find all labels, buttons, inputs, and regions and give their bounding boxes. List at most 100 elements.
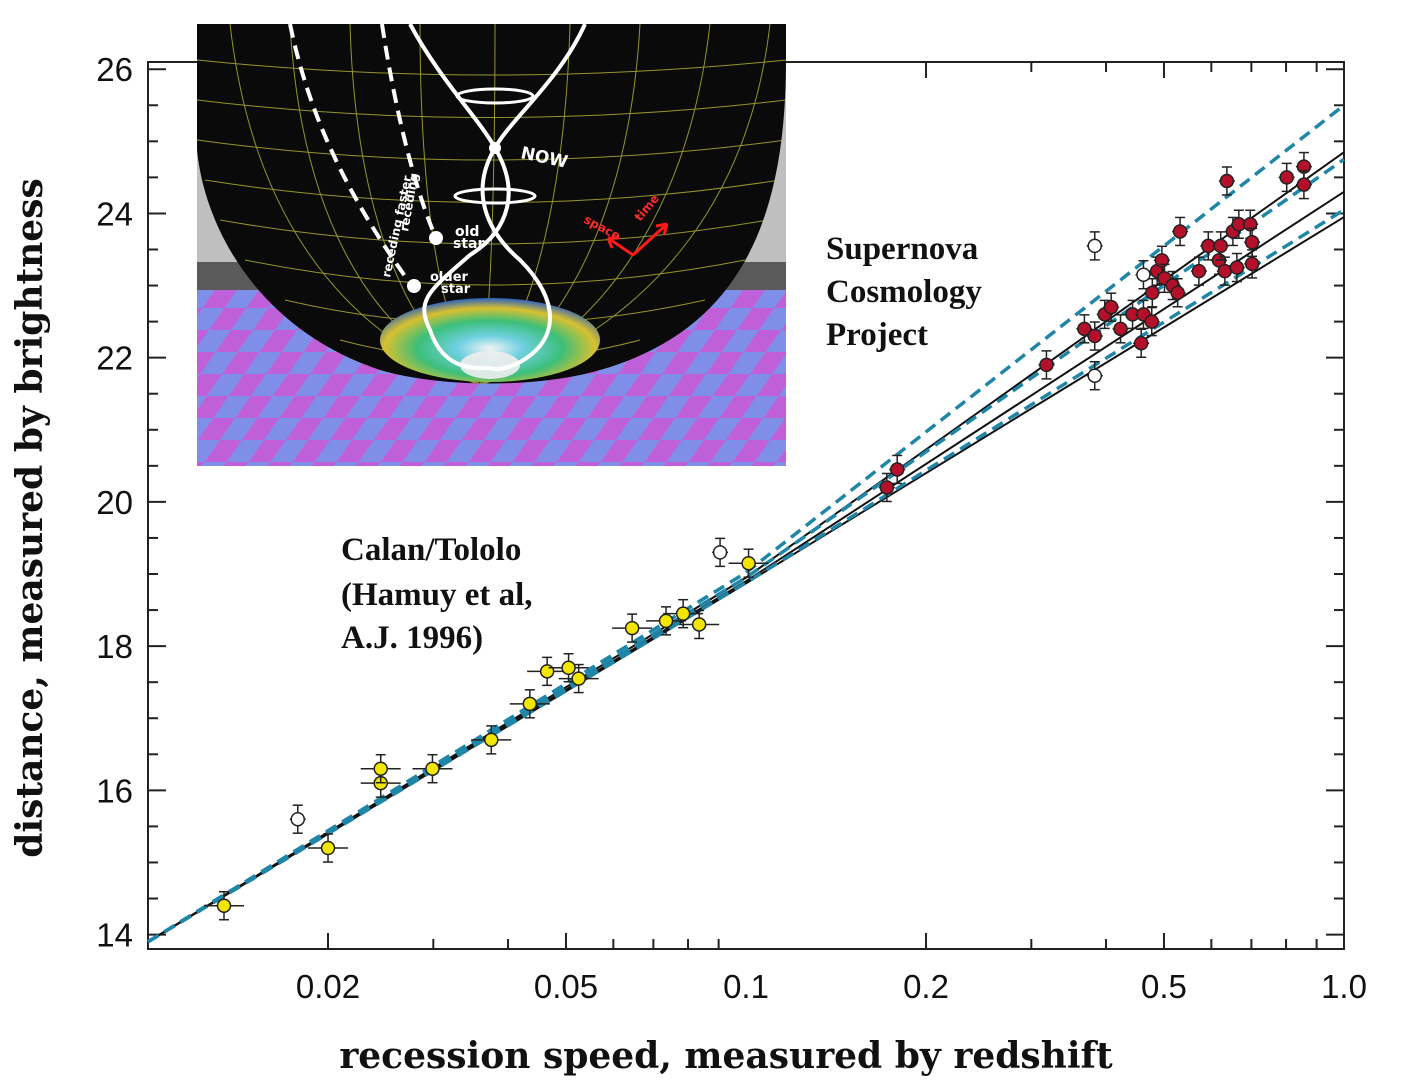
marker (1172, 224, 1188, 239)
scp-label-line3: Project (826, 317, 928, 353)
data-point (1135, 259, 1152, 290)
x-tick-label: 1.0 (1321, 968, 1367, 1005)
data-point (289, 804, 306, 834)
now-marker (489, 142, 501, 154)
hamuy-citation-label: (Hamuy et al, (341, 577, 533, 613)
data-point (1038, 350, 1055, 380)
marker (1133, 335, 1149, 351)
calan-tololo-label: Calan/Tololo (341, 532, 521, 568)
data-point (548, 653, 589, 683)
data-point (1153, 245, 1170, 276)
y-tick-label: 18 (96, 628, 133, 665)
x-tick-label: 0.1 (723, 968, 769, 1005)
marker (320, 840, 336, 856)
data-points (204, 151, 1312, 921)
marker (889, 462, 905, 477)
marker (539, 664, 555, 679)
marker (1279, 170, 1294, 185)
marker (675, 606, 691, 621)
data-point (558, 663, 599, 694)
data-point (204, 890, 245, 921)
data-point (527, 656, 568, 687)
marker (1087, 368, 1103, 383)
marker (484, 732, 499, 748)
data-point (663, 598, 704, 629)
data-point (1228, 252, 1245, 283)
marker (1087, 328, 1103, 344)
data-point (612, 613, 653, 643)
y-tick-label: 14 (96, 917, 133, 954)
scp-label-line2: Cosmology (826, 274, 982, 310)
older-star-marker (407, 279, 421, 293)
x-tick-labels: 0.02 0.05 0.1 0.2 0.5 1.0 (296, 968, 1367, 1005)
marker (1243, 217, 1258, 232)
scp-label-line1: Supernova (826, 231, 978, 267)
data-point (889, 454, 906, 485)
marker (571, 671, 586, 686)
x-tick-label: 0.02 (296, 968, 360, 1005)
marker (522, 696, 538, 712)
y-tick-label: 24 (96, 195, 133, 232)
marker (1113, 321, 1128, 337)
data-point (509, 689, 550, 719)
data-point (1172, 216, 1189, 247)
marker (1213, 238, 1228, 254)
marker (1154, 253, 1170, 268)
marker (1217, 263, 1233, 279)
data-point (412, 753, 453, 784)
marker (1244, 235, 1260, 250)
data-point (1244, 249, 1261, 279)
marker (1039, 357, 1054, 373)
model-line-dashed (147, 157, 1346, 944)
data-point (646, 606, 687, 636)
data-point (1295, 169, 1312, 200)
data-point (1212, 231, 1229, 261)
past-light-cone (408, 23, 511, 371)
marker (741, 555, 756, 571)
x-tick-label: 0.2 (903, 968, 949, 1005)
marker (373, 761, 388, 776)
marker (1103, 299, 1119, 315)
model-line-solid (147, 216, 1345, 943)
marker (624, 620, 640, 636)
data-point (1143, 306, 1160, 337)
marker (1136, 267, 1151, 282)
data-point (1244, 227, 1261, 258)
data-point (360, 753, 401, 784)
data-point (1103, 292, 1120, 322)
data-point (679, 609, 720, 640)
data-point (1086, 321, 1103, 351)
y-tick-label: 26 (96, 51, 133, 88)
data-point (1086, 231, 1103, 261)
old-star-marker (429, 231, 443, 245)
data-point (1133, 328, 1150, 358)
marker (879, 480, 895, 495)
y-tick-label: 20 (96, 484, 133, 521)
data-point (308, 833, 349, 863)
data-point (1112, 314, 1129, 344)
x-tick-label: 0.05 (534, 968, 598, 1005)
data-point (471, 725, 512, 755)
marker (1144, 314, 1160, 329)
x-tick-label: 0.5 (1141, 968, 1187, 1005)
marker (691, 617, 707, 632)
space-time-arrows (606, 222, 669, 257)
data-point (878, 472, 895, 503)
marker (658, 613, 674, 629)
marker (561, 660, 576, 676)
aj-1996-label: A.J. 1996) (341, 620, 483, 656)
y-axis-title: distance, measured by brightness (9, 178, 51, 858)
data-point (1169, 278, 1186, 308)
data-point (1278, 162, 1295, 193)
marker (712, 545, 728, 560)
data-point (1076, 314, 1093, 344)
data-point (1190, 256, 1207, 286)
marker (1219, 173, 1235, 189)
data-point (1230, 209, 1247, 240)
marker (1170, 285, 1185, 301)
marker (1087, 238, 1103, 254)
y-tick-label: 22 (96, 340, 133, 377)
old-star-label-1: old (455, 224, 479, 240)
data-point (1086, 360, 1103, 391)
data-point (1144, 278, 1161, 308)
